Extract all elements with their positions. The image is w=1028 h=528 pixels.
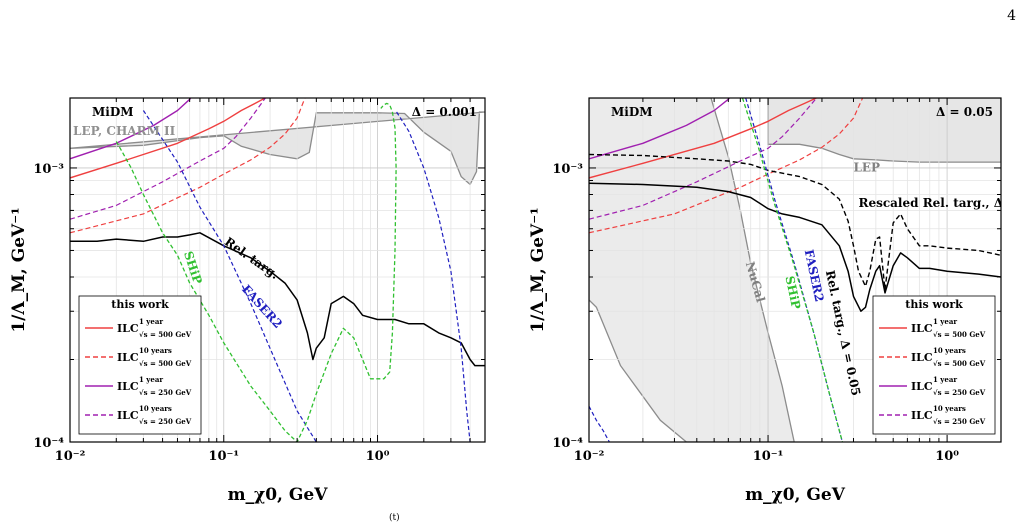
series-line-5 bbox=[142, 110, 317, 442]
legend-sub: √s = 500 GeV bbox=[933, 330, 986, 339]
series-line-5 bbox=[589, 153, 1001, 291]
x-axis-label: m_χ0, GeV bbox=[745, 485, 846, 505]
legend-box bbox=[78, 295, 202, 435]
delta-label: Δ = 0.001 bbox=[412, 105, 477, 119]
x-tick-label: 10⁰ bbox=[366, 449, 390, 464]
legend-sub: √s = 500 GeV bbox=[933, 359, 986, 368]
legend-sub: √s = 250 GeV bbox=[933, 388, 986, 397]
x-tick-label: 10⁻¹ bbox=[753, 449, 784, 464]
legend-label: ILC bbox=[911, 322, 933, 335]
series-line-1 bbox=[70, 98, 306, 234]
y-axis-label: 1/Λ_M, GeV⁻¹ bbox=[9, 207, 29, 332]
x-tick-label: 10⁰ bbox=[935, 449, 959, 464]
y-tick-label: 10⁻³ bbox=[33, 162, 64, 177]
legend-sup: 1 year bbox=[139, 317, 163, 326]
series-line-8 bbox=[741, 98, 844, 442]
plot-frame bbox=[69, 97, 486, 443]
legend-sup: 10 years bbox=[933, 346, 966, 355]
series-line-4 bbox=[589, 182, 1001, 312]
plot-frame bbox=[588, 97, 1002, 443]
region-label: LEP, CHARM II bbox=[73, 124, 176, 138]
panel-tag: MiDM bbox=[611, 105, 653, 119]
y-tick-label: 10⁻⁴ bbox=[33, 436, 64, 451]
legend-box bbox=[872, 295, 996, 435]
series-line-6 bbox=[589, 406, 610, 442]
series-line-3 bbox=[589, 98, 818, 220]
series-line-6 bbox=[396, 111, 471, 442]
y-tick-label: 10⁻⁴ bbox=[552, 436, 583, 451]
annotation-label: Rescaled Rel. targ., Δ = 0.06 bbox=[858, 196, 1028, 210]
legend-sup: 10 years bbox=[139, 346, 172, 355]
legend-title: this work bbox=[111, 298, 169, 311]
page-number: 4 bbox=[1007, 8, 1016, 24]
series-line-3 bbox=[70, 98, 267, 220]
annotation-label: LEP bbox=[853, 161, 880, 175]
footnote-mark: (t) bbox=[389, 513, 400, 523]
legend-sup: 1 year bbox=[933, 317, 957, 326]
legend-sup: 10 years bbox=[933, 404, 966, 413]
legend-label: ILC bbox=[117, 322, 139, 335]
excluded-region-lep bbox=[767, 98, 1001, 163]
x-tick-label: 10⁻¹ bbox=[208, 449, 239, 464]
legend-label: ILC bbox=[117, 409, 139, 422]
legend-sup: 1 year bbox=[139, 375, 163, 384]
x-tick-label: 10⁻² bbox=[55, 449, 86, 464]
y-tick-label: 10⁻³ bbox=[552, 162, 583, 177]
annotation-label: SHiP bbox=[782, 275, 803, 311]
series-line-4 bbox=[70, 232, 485, 367]
grid bbox=[70, 98, 485, 442]
legend-sub: √s = 250 GeV bbox=[139, 388, 192, 397]
panel-tag: MiDM bbox=[92, 105, 134, 119]
legend-label: ILC bbox=[911, 409, 933, 422]
legend-sup: 10 years bbox=[139, 404, 172, 413]
x-tick-label: 10⁻² bbox=[574, 449, 605, 464]
legend-title: this work bbox=[905, 298, 963, 311]
legend-sub: √s = 500 GeV bbox=[139, 359, 192, 368]
legend-sub: √s = 500 GeV bbox=[139, 330, 192, 339]
delta-label: Δ = 0.05 bbox=[936, 105, 993, 119]
legend-label: ILC bbox=[117, 380, 139, 393]
legend-sup: 1 year bbox=[933, 375, 957, 384]
legend-label: ILC bbox=[911, 351, 933, 364]
legend-label: ILC bbox=[117, 351, 139, 364]
y-axis-label: 1/Λ_M, GeV⁻¹ bbox=[528, 207, 548, 332]
x-axis-label: m_χ0, GeV bbox=[228, 485, 329, 505]
series-line-7 bbox=[115, 102, 397, 442]
legend-sub: √s = 250 GeV bbox=[933, 417, 986, 426]
legend-sub: √s = 250 GeV bbox=[139, 417, 192, 426]
legend-label: ILC bbox=[911, 380, 933, 393]
